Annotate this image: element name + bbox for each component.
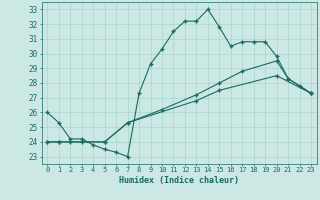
X-axis label: Humidex (Indice chaleur): Humidex (Indice chaleur) — [119, 176, 239, 185]
